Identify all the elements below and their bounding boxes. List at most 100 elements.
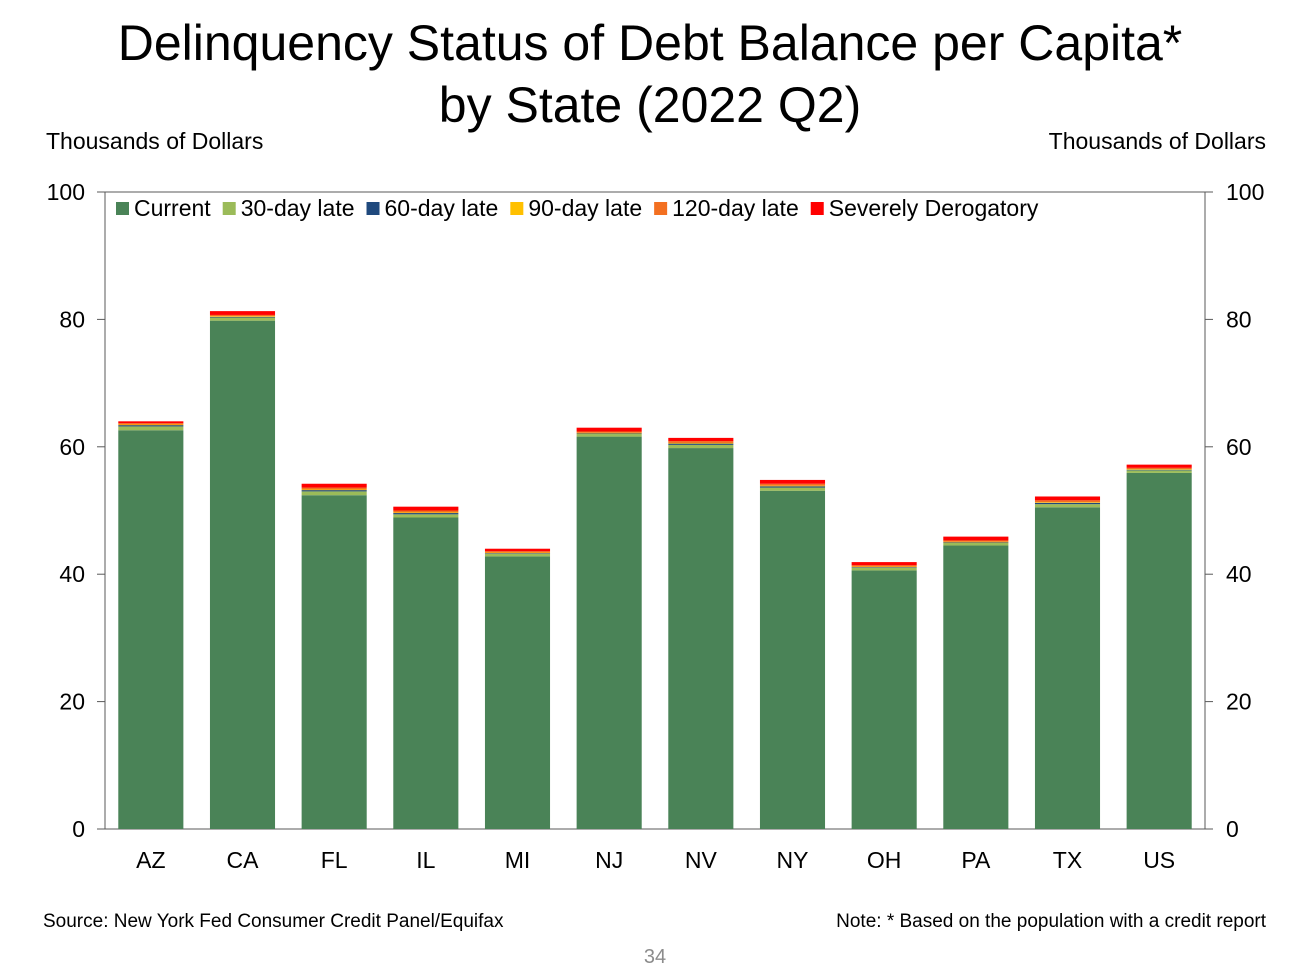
legend-label-30-day-late: 30-day late — [241, 195, 355, 221]
bar-az-60-day-late — [118, 425, 184, 427]
bar-mi-severely-derogatory — [484, 548, 551, 552]
right-y-tick-label: 60 — [1226, 434, 1252, 460]
bar-il-severely-derogatory — [393, 506, 459, 511]
bar-az-120-day-late — [118, 423, 184, 425]
bar-fl-severely-derogatory — [301, 483, 367, 488]
bar-fl-60-day-late — [301, 490, 367, 492]
bar-us-60-day-late — [1126, 469, 1192, 471]
bar-oh-120-day-late — [851, 565, 917, 567]
x-tick-label-us: US — [1143, 847, 1175, 873]
legend-swatch-90-day-late — [510, 202, 524, 215]
left-y-tick-label: 60 — [59, 434, 85, 460]
right-y-tick-label: 80 — [1226, 306, 1252, 332]
legend-swatch-current — [116, 202, 129, 215]
bar-ny-30-day-late — [759, 487, 826, 491]
bar-nj-90-day-late — [576, 432, 642, 434]
legend-swatch-120-day-late — [654, 202, 668, 215]
legend-label-current: Current — [134, 195, 211, 221]
bar-nv-severely-derogatory — [668, 437, 734, 442]
bar-tx-60-day-late — [1034, 502, 1101, 505]
x-tick-label-az: AZ — [136, 847, 165, 873]
bar-nj-120-day-late — [576, 431, 642, 433]
right-y-tick-label: 0 — [1226, 816, 1239, 842]
x-tick-label-fl: FL — [321, 847, 348, 873]
x-tick-label-mi: MI — [505, 847, 531, 873]
bar-us-120-day-late — [1126, 467, 1192, 470]
title-line-2: by State (2022 Q2) — [438, 77, 862, 133]
bar-pa-60-day-late — [943, 542, 1009, 543]
bar-mi-30-day-late — [484, 553, 551, 557]
bar-fl-30-day-late — [301, 491, 367, 496]
bar-nv-90-day-late — [668, 442, 734, 444]
left-axis-unit-label: Thousands of Dollars — [46, 128, 264, 154]
legend-swatch-60-day-late — [366, 202, 380, 215]
right-axis-unit-label: Thousands of Dollars — [1048, 128, 1266, 154]
left-y-tick-label: 80 — [59, 306, 85, 332]
bar-az-90-day-late — [118, 424, 184, 426]
bar-us-current — [1126, 472, 1192, 829]
stacked-bar-chart: 0 0 20 20 40 40 60 60 80 80 100 100 AZ CA FL IL MI NJ NV NY… — [47, 179, 1265, 873]
bar-oh-30-day-late — [851, 567, 917, 571]
x-tick-label-oh: OH — [867, 847, 902, 873]
bar-il-30-day-late — [393, 514, 459, 518]
bar-nv-60-day-late — [668, 443, 734, 445]
x-tick-label-pa: PA — [961, 847, 991, 873]
left-y-tick-label: 40 — [59, 561, 85, 587]
bar-ca-90-day-late — [209, 316, 276, 317]
bar-nj-current — [576, 436, 642, 829]
bar-tx-severely-derogatory — [1034, 496, 1101, 501]
left-y-tick-label: 100 — [47, 179, 85, 205]
legend-swatch-30-day-late — [222, 202, 236, 215]
right-y-tick-label: 40 — [1226, 561, 1252, 587]
bar-pa-30-day-late — [943, 542, 1009, 546]
bar-il-current — [393, 517, 459, 829]
chart-title: Delinquency Status of Debt Balance per C… — [0, 12, 1300, 136]
x-tick-label-ca: CA — [227, 847, 260, 873]
bar-nv-30-day-late — [668, 444, 734, 449]
bar-mi-90-day-late — [484, 552, 551, 554]
bar-fl-current — [301, 495, 367, 829]
bar-oh-current — [851, 570, 917, 829]
legend-label-60-day-late: 60-day late — [385, 195, 499, 221]
bar-mi-60-day-late — [484, 553, 551, 554]
bar-us-severely-derogatory — [1126, 464, 1192, 468]
bar-nv-120-day-late — [668, 441, 734, 443]
legend-label-120-day-late: 120-day late — [672, 195, 799, 221]
footnote: Note: * Based on the population with a c… — [836, 911, 1266, 932]
bar-tx-30-day-late — [1034, 504, 1101, 508]
bar-il-90-day-late — [393, 512, 459, 514]
bar-pa-current — [943, 545, 1009, 829]
x-tick-label-nv: NV — [685, 847, 718, 873]
x-tick-label-nj: NJ — [595, 847, 623, 873]
right-y-tick-label: 20 — [1226, 689, 1252, 715]
bar-oh-severely-derogatory — [851, 562, 917, 566]
bar-fl-90-day-late — [301, 489, 367, 491]
bar-pa-severely-derogatory — [943, 536, 1009, 541]
bar-fl-120-day-late — [301, 487, 367, 490]
bar-tx-current — [1034, 507, 1101, 829]
bar-ny-120-day-late — [759, 483, 826, 486]
bar-ca-current — [209, 320, 276, 829]
bar-ca-severely-derogatory — [209, 311, 276, 315]
x-tick-label-tx: TX — [1053, 847, 1082, 873]
title-line-1: Delinquency Status of Debt Balance per C… — [117, 15, 1183, 71]
bar-az-30-day-late — [118, 426, 184, 431]
bar-oh-60-day-late — [851, 567, 917, 568]
page-number: 34 — [643, 946, 667, 968]
bar-tx-120-day-late — [1034, 500, 1101, 503]
x-tick-label-il: IL — [416, 847, 435, 873]
bar-pa-120-day-late — [943, 540, 1009, 542]
legend-label-severely-derogatory: Severely Derogatory — [829, 195, 1039, 221]
bar-il-60-day-late — [393, 513, 459, 515]
bar-ny-current — [759, 490, 826, 829]
bar-nv-current — [668, 448, 734, 829]
bar-ny-90-day-late — [759, 485, 826, 487]
bar-ca-120-day-late — [209, 314, 276, 317]
bar-mi-current — [484, 556, 551, 829]
bar-ca-30-day-late — [209, 317, 276, 321]
bar-nj-30-day-late — [576, 434, 642, 437]
bar-nj-60-day-late — [576, 433, 642, 435]
legend-label-90-day-late: 90-day late — [528, 195, 642, 221]
legend-swatch-severely-derogatory — [810, 202, 824, 215]
bar-az-severely-derogatory — [118, 421, 184, 424]
